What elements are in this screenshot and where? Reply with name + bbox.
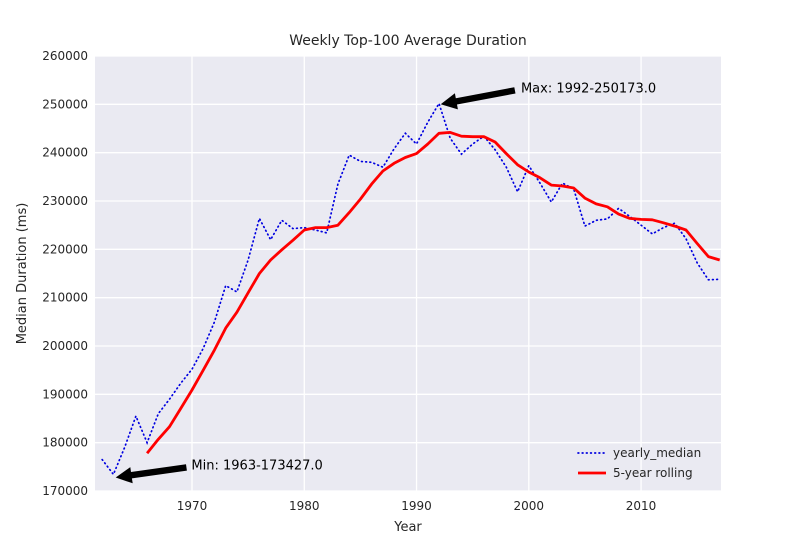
min-annotation-arrow <box>115 464 187 484</box>
x-tick-label: 2010 <box>626 499 657 513</box>
y-tick-label: 170000 <box>42 484 88 498</box>
x-tick-label: 1970 <box>177 499 208 513</box>
x-tick-label: 1990 <box>401 499 432 513</box>
x-tick-label: 2000 <box>514 499 545 513</box>
x-axis-label: Year <box>393 520 422 535</box>
rolling-line <box>146 130 721 455</box>
yearly-median-line <box>101 101 721 477</box>
x-tick-label: 1980 <box>289 499 320 513</box>
y-tick-label: 220000 <box>42 242 88 256</box>
legend-rolling-label: 5-year rolling <box>613 466 693 480</box>
y-tick-label: 230000 <box>42 194 88 208</box>
y-tick-label: 210000 <box>42 291 88 305</box>
max-annotation-arrow <box>440 87 516 110</box>
y-tick-label: 190000 <box>42 387 88 401</box>
y-tick-label: 250000 <box>42 97 88 111</box>
chart-title: Weekly Top-100 Average Duration <box>289 33 527 49</box>
legend-yearly-median-label: yearly_median <box>613 446 701 460</box>
y-axis-label: Median Duration (ms) <box>15 203 30 345</box>
y-tick-label: 240000 <box>42 146 88 160</box>
y-tick-label: 200000 <box>42 339 88 353</box>
plot-area <box>95 56 721 491</box>
y-tick-label: 180000 <box>42 436 88 450</box>
max-annotation-label: Max: 1992-250173.0 <box>521 81 656 96</box>
y-tick-label: 260000 <box>42 49 88 63</box>
min-annotation-label: Min: 1963-173427.0 <box>191 458 322 473</box>
legend: yearly_median 5-year rolling <box>577 446 701 480</box>
